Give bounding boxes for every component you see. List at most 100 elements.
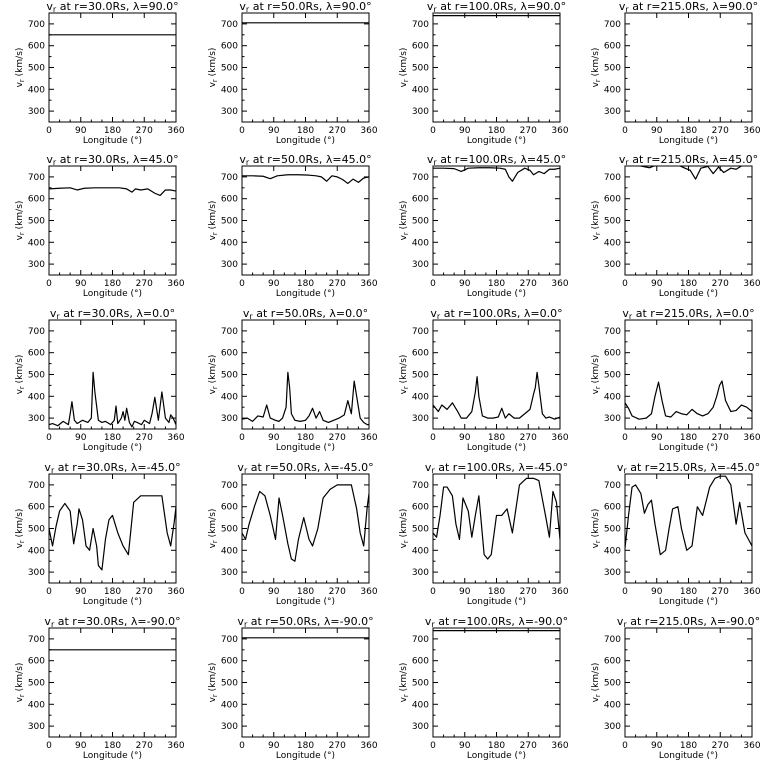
y-axis-label: vr (km/s) — [15, 48, 26, 88]
y-tick-label: 700 — [604, 173, 621, 183]
y-tick-label: 700 — [221, 20, 238, 30]
x-tick-label: 180 — [104, 741, 121, 751]
y-tick-label: 300 — [28, 722, 45, 732]
y-tick-label: 700 — [412, 327, 429, 337]
x-tick-label: 90 — [651, 279, 663, 289]
x-tick-label: 0 — [622, 433, 628, 443]
y-tick-label: 300 — [412, 414, 429, 424]
y-tick-label: 700 — [221, 481, 238, 491]
y-tick-label: 300 — [412, 107, 429, 117]
y-tick-label: 300 — [412, 260, 429, 270]
y-axis-label: vr (km/s) — [399, 663, 410, 703]
chart-title: vr at r=100.0Rs, λ=45.0° — [427, 153, 566, 167]
x-tick-label: 0 — [622, 587, 628, 597]
y-tick-label: 700 — [604, 635, 621, 645]
y-axis-label: vr (km/s) — [208, 48, 219, 88]
x-tick-label: 270 — [520, 279, 537, 289]
plot-frame — [624, 627, 753, 738]
x-tick-label: 90 — [459, 279, 471, 289]
chart-panel: vr at r=215.0Rs, λ=0.0° 0 90 180 270 360 300 40… — [591, 307, 761, 453]
chart-title: vr at r=100.0Rs, λ=0.0° — [430, 307, 562, 321]
y-tick-label: 600 — [604, 42, 621, 52]
x-tick-label: 360 — [360, 587, 377, 597]
y-tick-label: 500 — [412, 64, 429, 74]
x-tick-label: 270 — [712, 741, 729, 751]
x-tick-label: 360 — [551, 126, 568, 136]
x-tick-label: 0 — [46, 587, 52, 597]
x-tick-label: 360 — [360, 126, 377, 136]
plot-frame — [48, 165, 177, 276]
y-tick-label: 300 — [221, 260, 238, 270]
y-tick-label: 400 — [412, 238, 429, 248]
plot-frame — [241, 473, 370, 584]
y-tick-label: 700 — [604, 327, 621, 337]
x-tick-label: 180 — [297, 126, 314, 136]
y-tick-label: 300 — [221, 722, 238, 732]
x-axis-label: Longitude (°) — [276, 597, 335, 607]
y-tick-label: 500 — [604, 371, 621, 381]
x-tick-label: 360 — [551, 741, 568, 751]
y-tick-label: 600 — [28, 195, 45, 205]
x-axis-label: Longitude (°) — [276, 751, 335, 761]
y-tick-label: 400 — [412, 85, 429, 95]
x-tick-label: 360 — [743, 126, 760, 136]
x-tick-label: 0 — [239, 433, 245, 443]
y-axis-label: vr (km/s) — [15, 355, 26, 395]
x-tick-label: 0 — [239, 126, 245, 136]
y-axis-label: vr (km/s) — [399, 201, 410, 241]
x-tick-label: 90 — [651, 126, 663, 136]
y-tick-label: 500 — [412, 217, 429, 227]
y-tick-label: 600 — [412, 195, 429, 205]
x-tick-label: 270 — [329, 126, 346, 136]
y-axis-label: vr (km/s) — [15, 663, 26, 703]
y-tick-label: 400 — [412, 546, 429, 556]
x-tick-label: 270 — [329, 587, 346, 597]
y-tick-label: 600 — [604, 503, 621, 513]
chart-title: vr at r=215.0Rs, λ=90.0° — [619, 0, 758, 14]
x-tick-label: 360 — [167, 126, 184, 136]
x-tick-label: 270 — [520, 741, 537, 751]
y-tick-label: 400 — [604, 392, 621, 402]
y-tick-label: 400 — [604, 85, 621, 95]
chart-panel: vr at r=50.0Rs, λ=-45.0° 0 90 180 270 360 300 4… — [208, 461, 378, 607]
chart-panel: vr at r=50.0Rs, λ=0.0° 0 90 180 270 360 300 400… — [208, 307, 378, 453]
x-tick-label: 180 — [297, 587, 314, 597]
x-tick-label: 360 — [167, 279, 184, 289]
x-tick-label: 180 — [488, 587, 505, 597]
x-tick-label: 270 — [329, 741, 346, 751]
y-tick-label: 400 — [28, 700, 45, 710]
x-axis-label: Longitude (°) — [659, 443, 718, 453]
y-tick-label: 500 — [604, 64, 621, 74]
y-axis-label: vr (km/s) — [208, 663, 219, 703]
y-tick-label: 600 — [604, 195, 621, 205]
x-tick-label: 0 — [46, 433, 52, 443]
x-tick-label: 0 — [430, 433, 436, 443]
x-tick-label: 180 — [680, 126, 697, 136]
y-tick-label: 500 — [28, 217, 45, 227]
y-tick-label: 700 — [28, 327, 45, 337]
x-tick-label: 360 — [743, 587, 760, 597]
y-tick-label: 300 — [604, 260, 621, 270]
y-tick-label: 400 — [28, 85, 45, 95]
series-line — [625, 380, 752, 420]
series-line — [242, 174, 369, 185]
y-tick-label: 400 — [412, 392, 429, 402]
y-tick-label: 600 — [221, 657, 238, 667]
y-tick-label: 400 — [28, 238, 45, 248]
y-tick-label: 600 — [412, 657, 429, 667]
y-axis-label: vr (km/s) — [399, 355, 410, 395]
x-axis-label: Longitude (°) — [83, 136, 142, 146]
y-tick-label: 300 — [604, 414, 621, 424]
x-tick-label: 0 — [46, 279, 52, 289]
y-axis-label: vr (km/s) — [208, 201, 219, 241]
y-tick-label: 500 — [28, 64, 45, 74]
plot-frame — [241, 627, 370, 738]
y-tick-label: 600 — [221, 503, 238, 513]
series-line — [49, 187, 176, 197]
plot-frame — [432, 165, 561, 276]
x-tick-label: 90 — [268, 433, 280, 443]
y-tick-label: 700 — [221, 173, 238, 183]
x-tick-label: 360 — [167, 433, 184, 443]
y-tick-label: 700 — [221, 327, 238, 337]
